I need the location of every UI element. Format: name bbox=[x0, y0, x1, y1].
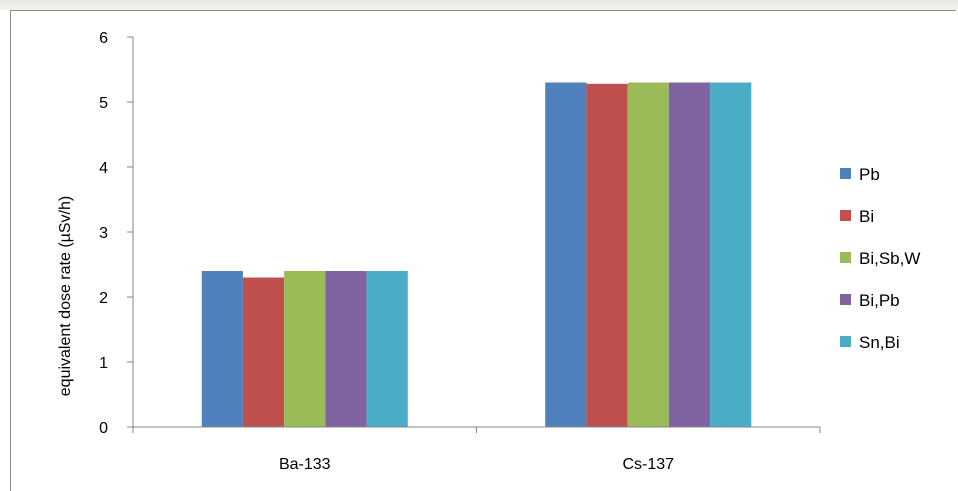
bar-cs-137-bi bbox=[586, 83, 628, 428]
y-tick-label: 3 bbox=[99, 225, 108, 242]
bar-cs-137-pb bbox=[545, 82, 587, 427]
y-tick-label: 4 bbox=[99, 160, 108, 177]
y-axis: 0 1 2 3 4 5 6 bbox=[99, 30, 134, 437]
bar-ba-133-pb bbox=[201, 271, 243, 427]
bar-ba-133-sn-bi bbox=[366, 271, 408, 427]
x-axis: Ba-133 Cs-137 bbox=[132, 426, 821, 473]
y-tick-label: 6 bbox=[99, 30, 108, 47]
bars bbox=[201, 82, 752, 428]
legend-label: Pb bbox=[859, 165, 880, 184]
y-tick-label: 5 bbox=[99, 95, 108, 112]
chart-frame bbox=[10, 10, 956, 491]
y-tick-label: 0 bbox=[99, 420, 108, 437]
y-tick-label: 2 bbox=[99, 290, 108, 307]
legend-label: Bi,Sb,W bbox=[859, 249, 920, 268]
legend-swatch bbox=[840, 252, 851, 263]
y-axis-label: equivalent dose rate (µSv/h) bbox=[57, 196, 74, 396]
legend-label: Sn,Bi bbox=[859, 333, 900, 352]
legend: Pb Bi Bi,Sb,W Bi,Pb Sn,Bi bbox=[840, 165, 920, 352]
top-border-band bbox=[0, 0, 958, 10]
bar-cs-137-bi-pb bbox=[668, 82, 711, 427]
x-category-label: Cs-137 bbox=[622, 456, 674, 473]
legend-label: Bi,Pb bbox=[859, 291, 900, 310]
bar-ba-133-bi-sb-w bbox=[284, 271, 326, 427]
x-category-label: Ba-133 bbox=[279, 456, 331, 473]
bar-ba-133-bi-pb bbox=[325, 271, 367, 427]
legend-swatch bbox=[840, 336, 851, 347]
legend-label: Bi bbox=[859, 207, 874, 226]
legend-swatch bbox=[840, 168, 851, 179]
y-tick-label: 1 bbox=[99, 355, 108, 372]
bar-cs-137-sn-bi bbox=[710, 82, 752, 427]
legend-swatch bbox=[840, 210, 851, 221]
bar-ba-133-bi bbox=[242, 277, 285, 427]
legend-swatch bbox=[840, 294, 851, 305]
bar-cs-137-bi-sb-w bbox=[627, 82, 669, 427]
